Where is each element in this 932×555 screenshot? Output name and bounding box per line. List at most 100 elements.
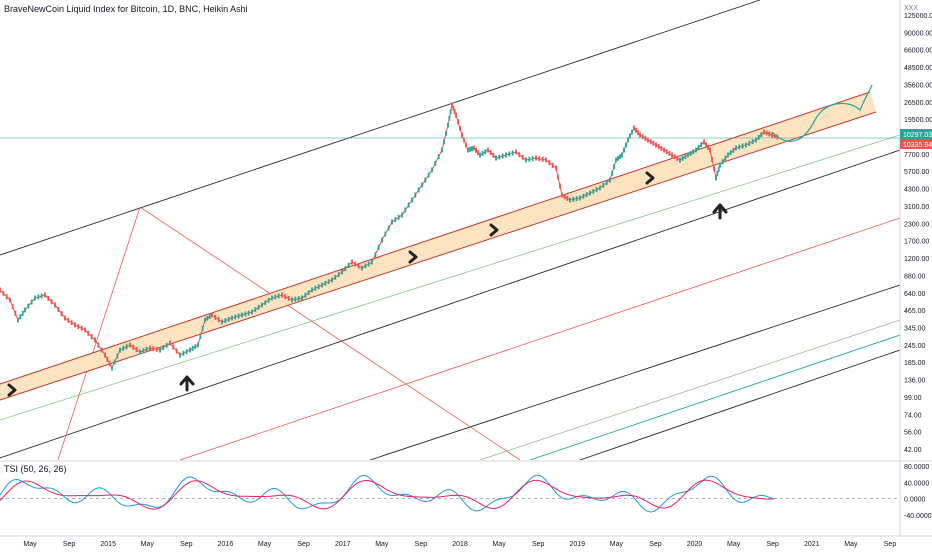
price-candle (473, 145, 475, 151)
price-candle (773, 133, 776, 139)
price-candle (437, 154, 440, 160)
price-candle (541, 156, 544, 162)
tsi-indicator-label: TSI (50, 26, 26) (4, 464, 67, 474)
price-axis-tick: 5700.00 (904, 169, 929, 176)
channel-line-lower-1 (369, 284, 900, 460)
channel-line-upper (0, 0, 761, 256)
price-candle (142, 348, 145, 354)
price-candle (211, 312, 213, 318)
tsi-axis-tick: 0.0000 (904, 497, 926, 504)
time-axis-tick: 2020 (687, 541, 703, 548)
price-candle (185, 349, 188, 355)
price-candle (768, 131, 771, 137)
price-candle (655, 142, 657, 148)
price-candle (111, 365, 113, 371)
price-badge (900, 139, 932, 149)
price-axis-tick: 74.00 (904, 412, 922, 419)
price-candle (411, 197, 413, 203)
time-axis-tick: Sep (532, 541, 545, 548)
price-candle (441, 147, 443, 153)
price-candle (47, 295, 50, 301)
price-candle (397, 214, 400, 220)
tsi-axis-tick: 80.0000 (904, 464, 929, 471)
channel-line-green-1 (0, 134, 900, 421)
price-candle (84, 327, 86, 333)
tsi-pane (0, 474, 900, 513)
price-axis-tick: 136.00 (904, 378, 926, 385)
price-candle (424, 177, 427, 183)
price-candle (525, 157, 527, 163)
time-axis-tick: May (844, 541, 858, 548)
price-candle (707, 144, 709, 150)
price-candle (711, 156, 713, 162)
price-candle (139, 349, 141, 355)
price-candle (471, 146, 473, 152)
arrow-right-3 (489, 223, 499, 237)
price-candle (448, 115, 451, 121)
time-axis-tick: May (23, 541, 37, 548)
price-candle (613, 164, 615, 170)
price-candle (738, 144, 741, 150)
time-axis-tick: 2021 (804, 541, 820, 548)
price-candle (404, 207, 407, 213)
price-candle (447, 122, 449, 128)
price-candle (676, 155, 679, 161)
price-candle (237, 313, 240, 319)
price-axis-tick: 1700.00 (904, 239, 929, 246)
price-candle (665, 149, 668, 155)
price-candle (159, 347, 161, 353)
price-candle (271, 295, 273, 301)
trend-band (0, 92, 876, 400)
price-candle (455, 112, 457, 118)
price-candle (495, 155, 497, 161)
channel-line-mid (0, 149, 900, 459)
price-candle (538, 156, 541, 162)
price-candle (644, 135, 647, 141)
pitchfork-median (139, 206, 521, 460)
price-candle (589, 190, 591, 196)
price-candle (741, 143, 744, 149)
time-axis-tick: May (492, 541, 506, 548)
price-candle (575, 196, 578, 202)
price-candle (60, 311, 63, 317)
price-candle (165, 342, 168, 348)
price-axis-tick: 48500.00 (904, 65, 932, 72)
price-candle (492, 152, 495, 158)
price-candle (221, 319, 223, 325)
price-axis-tick: 185.00 (904, 360, 926, 367)
price-candle (257, 304, 260, 310)
price-candle (531, 156, 534, 162)
price-candle (175, 348, 178, 354)
price-candle (407, 202, 410, 208)
price-candle (451, 102, 453, 108)
price-candle (631, 129, 633, 135)
price-candle (169, 340, 171, 346)
price-candle (518, 152, 521, 158)
price-candle (9, 297, 11, 303)
price-candle (311, 287, 313, 293)
price-candle (106, 356, 109, 362)
price-candle (633, 125, 635, 131)
price-candle (135, 347, 138, 353)
price-candle (247, 310, 250, 316)
price-candle (611, 170, 613, 176)
pitchfork-handle (57, 206, 141, 460)
price-candle (627, 137, 629, 143)
price-candle (671, 152, 673, 158)
price-candle (673, 154, 676, 160)
price-candle (97, 342, 100, 348)
price-axis-tick: 90000.00 (904, 30, 932, 37)
price-candle (713, 166, 715, 172)
price-candle (132, 344, 135, 350)
price-candle (377, 244, 380, 250)
price-candle (679, 157, 681, 163)
price-axis-tick: 56.00 (904, 430, 922, 437)
price-candle (44, 292, 46, 298)
price-candle (274, 294, 277, 300)
price-candle (623, 147, 625, 153)
price-candle (194, 344, 197, 350)
price-candle (354, 261, 357, 267)
price-candle (697, 144, 700, 150)
price-candle (421, 182, 423, 188)
